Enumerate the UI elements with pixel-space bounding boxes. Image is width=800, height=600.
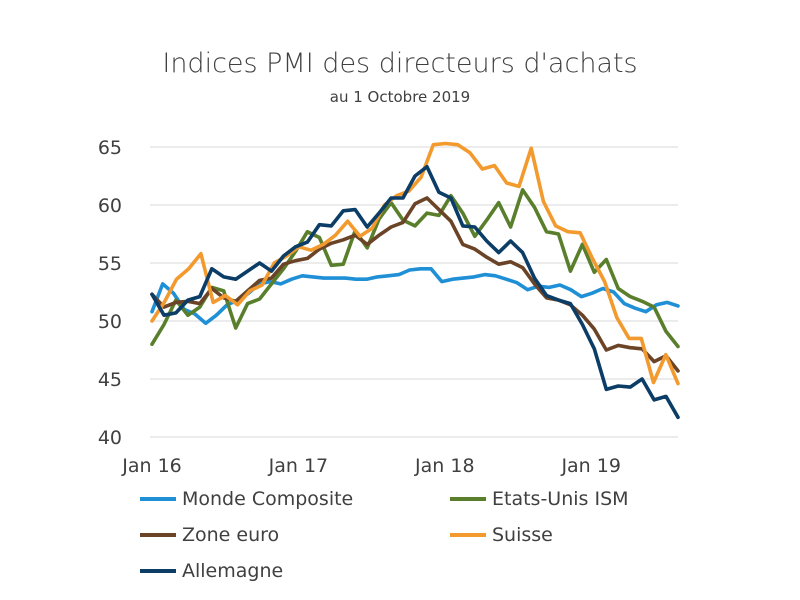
legend-label: Monde Composite bbox=[182, 488, 354, 510]
y-tick-label: 55 bbox=[98, 253, 122, 275]
chart-subtitle: au 1 Octobre 2019 bbox=[329, 88, 471, 106]
x-tick-label: Jan 18 bbox=[414, 455, 475, 477]
legend-item-allemagne: Allemagne bbox=[140, 560, 283, 582]
x-tick-label: Jan 19 bbox=[560, 455, 621, 477]
y-tick-label: 60 bbox=[98, 195, 122, 217]
legend-label: Etats-Unis ISM bbox=[492, 488, 629, 510]
series-line-etats-unis-ism bbox=[150, 188, 680, 349]
x-tick-label: Jan 16 bbox=[121, 455, 182, 477]
legend-swatch bbox=[140, 569, 176, 573]
series-line-allemagne bbox=[150, 164, 680, 420]
legend-label: Suisse bbox=[492, 524, 553, 546]
legend-item-etats-unis-ism: Etats-Unis ISM bbox=[450, 488, 629, 510]
y-tick-label: 50 bbox=[98, 311, 122, 333]
x-tick-label: Jan 17 bbox=[268, 455, 329, 477]
y-tick-label: 40 bbox=[98, 427, 122, 449]
legend-swatch bbox=[140, 497, 176, 501]
legend-item-suisse: Suisse bbox=[450, 524, 553, 546]
series-line-suisse bbox=[150, 141, 680, 386]
legend-swatch bbox=[140, 533, 176, 537]
series-line-zone-euro bbox=[150, 196, 680, 373]
legend-swatch bbox=[450, 497, 486, 501]
legend-label: Allemagne bbox=[182, 560, 284, 582]
y-tick-label: 45 bbox=[98, 369, 122, 391]
legend-swatch bbox=[450, 533, 486, 537]
legend-item-zone-euro: Zone euro bbox=[140, 524, 279, 546]
legend-label: Zone euro bbox=[182, 524, 280, 546]
legend-item-monde-composite: Monde Composite bbox=[140, 488, 353, 510]
chart-title: Indices PMI des directeurs d'achats bbox=[162, 48, 638, 79]
y-tick-label: 65 bbox=[98, 137, 122, 159]
